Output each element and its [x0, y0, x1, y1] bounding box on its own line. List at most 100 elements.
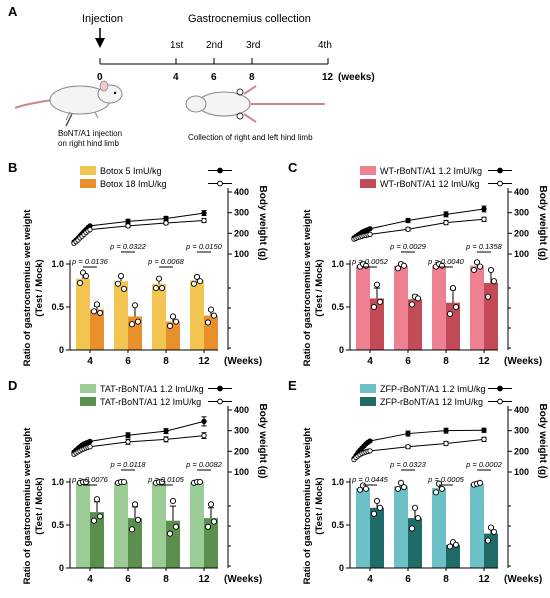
data-point: [470, 266, 478, 274]
bodyweight-point: [125, 218, 131, 224]
bodyweight-point: [367, 231, 373, 238]
data-point: [411, 504, 419, 511]
left-axis-tick-label: 0.5: [51, 520, 64, 530]
data-point: [490, 278, 498, 285]
bar: [446, 544, 460, 568]
data-point: [487, 266, 495, 274]
mouse-ear: [99, 80, 109, 92]
data-point: [172, 318, 180, 325]
bar: [76, 482, 90, 568]
right-axis-tick-label: 400: [234, 405, 249, 415]
bodyweight-point: [87, 438, 93, 445]
p-value-label: p = 0.0136: [71, 257, 108, 266]
right-axis-tick-label: 200: [234, 228, 249, 238]
data-point: [128, 526, 136, 533]
bar: [128, 518, 142, 568]
bodyweight-point: [125, 439, 131, 445]
bar: [190, 482, 204, 568]
bar: [152, 283, 166, 350]
data-point: [93, 301, 101, 308]
x-tick-label: 4: [367, 574, 373, 585]
legend-label: WT-rBoNT/A1 1.2 ImU/kg: [380, 166, 482, 176]
timeline-tick-label: 6: [211, 72, 217, 83]
bodyweight-point: [87, 444, 93, 450]
bodyweight-line: [73, 212, 205, 243]
bar: [204, 518, 218, 568]
panel-label: D: [8, 378, 17, 393]
data-point: [131, 501, 139, 508]
data-point: [452, 303, 460, 311]
mouse-hind-limb: [243, 113, 257, 123]
p-value-label: p = 0.0002: [465, 460, 502, 469]
x-tick-label: 6: [125, 356, 131, 367]
bodyweight-point: [201, 418, 207, 425]
data-point: [169, 313, 177, 320]
right-axis-label: Body weight (g): [537, 186, 548, 261]
injection-label: Injection: [82, 13, 123, 25]
left-axis-tick-label: 0: [339, 345, 344, 355]
bodyweight-point: [405, 444, 411, 450]
schematic-panel: A Injection Gastrocnemius collection 1st…: [8, 4, 375, 148]
bodyweight-point: [163, 428, 169, 434]
left-axis-label-line1: Ratio of gastrocnemius wet weight: [22, 209, 33, 367]
bodyweight-point: [481, 436, 487, 442]
bar: [114, 482, 128, 568]
data-point: [204, 319, 212, 326]
left-axis-label-line1: Ratio of gastrocnemius wet weight: [302, 427, 313, 585]
bar: [90, 309, 104, 350]
p-value-label: p = 0.0105: [147, 475, 184, 484]
bodyweight-point: [163, 215, 169, 222]
data-point: [362, 485, 370, 492]
data-point: [93, 496, 101, 503]
right-axis-tick-label: 100: [234, 249, 249, 259]
x-tick-label: 8: [163, 356, 169, 367]
data-point: [356, 486, 364, 493]
syringe-icon: [65, 113, 73, 127]
legend-marker: [497, 167, 503, 174]
bar: [90, 512, 104, 568]
legend-swatch: [360, 179, 376, 188]
legend-label: Botox 18 ImU/kg: [100, 179, 167, 189]
bodyweight-line: [353, 438, 485, 460]
x-tick-label: 6: [125, 574, 131, 585]
bodyweight-point: [481, 206, 487, 212]
right-axis-tick-label: 400: [234, 187, 249, 197]
bar: [432, 265, 446, 350]
left-axis-label-line2: (Test / Mock): [34, 477, 45, 534]
legend-label: WT-rBoNT/A1 12 ImU/kg: [380, 179, 480, 189]
left-axis-label-line2: (Test / Mock): [34, 259, 45, 316]
data-point: [414, 295, 422, 302]
right-axis-label: Body weight (g): [537, 404, 548, 479]
panel-label: C: [288, 160, 298, 175]
x-axis-label: (Weeks): [504, 574, 542, 585]
data-point: [166, 322, 174, 329]
x-axis-label: (Weeks): [504, 356, 542, 367]
data-point: [373, 281, 381, 288]
bodyweight-line: [73, 435, 205, 455]
mouse-eye: [113, 91, 117, 95]
bodyweight-point: [367, 226, 373, 232]
legend-swatch: [80, 397, 96, 406]
p-value-label: p = 0.0052: [351, 257, 388, 266]
left-axis-label-line1: Ratio of gastrocnemius wet weight: [22, 427, 33, 585]
bar: [446, 302, 460, 350]
data-point: [134, 516, 142, 523]
left-axis-tick-label: 0.5: [331, 302, 344, 312]
data-point: [193, 273, 201, 280]
p-value-label: p = 0.0040: [427, 257, 464, 266]
mouse-hind-limb: [243, 85, 257, 95]
data-point: [96, 513, 104, 520]
data-point: [152, 285, 160, 292]
data-point: [446, 310, 454, 317]
bodyweight-point: [443, 428, 449, 434]
data-point: [376, 298, 384, 305]
bodyweight-point: [125, 432, 131, 438]
data-point: [210, 518, 218, 525]
mouse-right-illustration: [185, 85, 325, 123]
injection-arrow-icon: [95, 38, 105, 48]
timeline-tick-label: 0: [97, 72, 103, 83]
p-value-label: p = 0.0322: [109, 242, 146, 251]
x-tick-label: 8: [443, 356, 449, 367]
caption-right: Collection of right and left hind limb: [188, 133, 313, 142]
timepoint-label-3rd: 3rd: [246, 40, 260, 51]
